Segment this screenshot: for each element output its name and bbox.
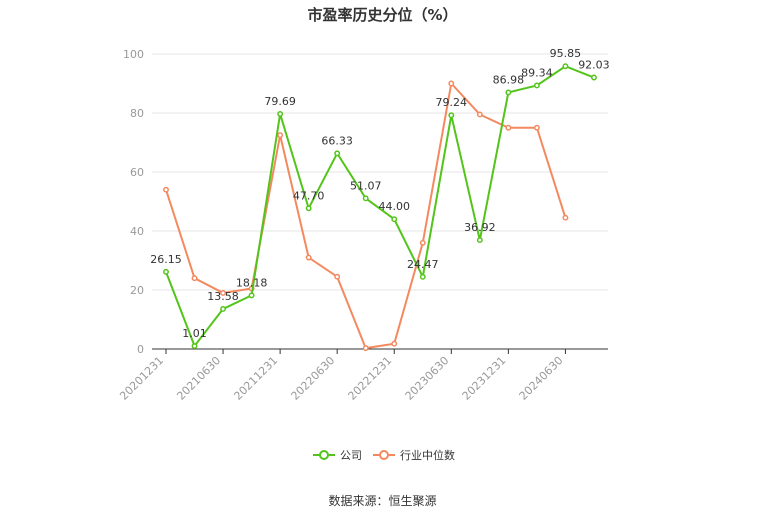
company-data-point [419,273,426,280]
company-data-label: 1.01 [182,327,207,340]
company-data-label: 44.00 [378,200,410,213]
company-data-point [277,110,284,117]
company-data-label: 47.70 [293,189,325,202]
company-data-label: 18.18 [236,276,268,289]
company-data-label: 86.98 [493,73,525,86]
company-data-point [305,205,312,212]
industry-median-data-point [448,80,455,87]
industry-median-data-point [305,254,312,261]
industry-median-data-point [391,340,398,347]
company-data-point [191,343,198,349]
y-tick-label: 100 [123,48,144,61]
x-tick-label: 20240630 [517,354,566,403]
company-data-point [505,89,512,96]
legend-industry-median-label[interactable]: 行业中位数 [400,448,455,462]
company-data-label: 51.07 [350,179,382,192]
company-data-label: 89.34 [521,66,553,79]
company-data-point [163,268,169,275]
company-data-point [248,292,255,299]
company-data-label: 36.92 [464,221,496,234]
company-data-point [220,305,227,312]
y-tick-label: 60 [130,166,144,179]
y-tick-label: 0 [137,343,144,356]
legend-company-label[interactable]: 公司 [340,449,362,462]
company-data-label: 95.85 [550,47,582,60]
y-tick-label: 40 [130,225,144,238]
industry-median-data-point [362,345,369,352]
x-tick-label: 20210630 [174,354,223,403]
company-series-line [165,65,595,349]
company-data-point [591,74,597,81]
company-data-label: 92.03 [578,59,610,72]
company-data-label: 26.15 [150,253,182,266]
industry-median-data-point [419,239,426,246]
x-tick-label: 20201231 [117,354,166,403]
company-data-point [476,237,483,244]
chart-title: 市盈率历史分位（%） [307,6,458,24]
x-tick-label: 20221231 [346,354,395,403]
industry-median-data-point [220,290,227,296]
industry-median-data-point [533,124,540,131]
company-data-point [533,82,540,89]
x-tick-label: 20220630 [289,354,338,403]
industry-median-data-point [163,186,169,193]
industry-median-data-point [334,273,341,280]
industry-median-data-point [191,275,198,282]
company-data-label: 79.69 [264,95,296,108]
industry-median-data-point [277,132,284,139]
company-data-point [391,216,398,223]
industry-median-data-point [505,124,512,131]
company-data-label: 24.47 [407,258,439,271]
company-data-label: 66.33 [321,134,353,147]
y-tick-label: 20 [130,284,144,297]
y-tick-label: 80 [130,107,144,120]
x-tick-label: 20211231 [231,354,280,403]
company-data-label: 79.24 [436,96,468,109]
company-data-point [562,63,569,70]
data-source-note: 数据来源：恒生聚源 [328,494,437,508]
x-tick-label: 20231231 [460,354,509,403]
x-tick-label: 20230630 [403,354,452,403]
company-data-point [362,195,369,202]
industry-median-data-point [476,111,483,118]
industry-median-data-point [562,214,569,221]
legend-company-swatch-marker[interactable] [319,450,329,460]
company-data-point [448,112,455,119]
company-data-point [334,150,341,157]
legend-industry-median-swatch-marker[interactable] [379,450,389,460]
company-data-label: 13.58 [207,290,239,303]
